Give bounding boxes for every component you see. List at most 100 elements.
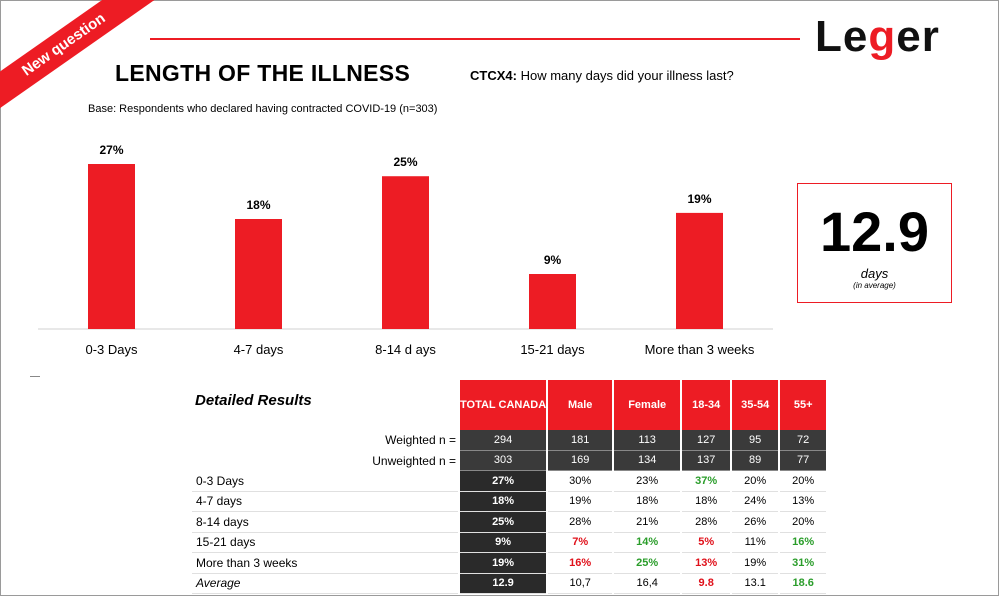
col-header: Female	[614, 380, 681, 430]
table-cell: 14%	[614, 533, 681, 553]
table-cell: 20%	[780, 471, 827, 492]
table-cell: 13.1	[732, 574, 779, 594]
divider-dash	[30, 376, 40, 377]
category-tick-label: More than 3 weeks	[645, 342, 755, 357]
results-body: Weighted n = 294 181 113 127 95 72 Unweighted n…	[192, 430, 827, 594]
header-line	[150, 38, 800, 40]
page-title: LENGTH OF THE ILLNESS	[115, 60, 411, 86]
n-cell: 127	[682, 430, 731, 451]
table-cell: 31%	[780, 553, 827, 574]
table-cell: 18%	[682, 492, 731, 512]
table-cell: 9.8	[682, 574, 731, 594]
n-cell: 181	[548, 430, 613, 451]
table-cell: 19%	[548, 492, 613, 512]
n-cell: 72	[780, 430, 827, 451]
table-cell: 16,4	[614, 574, 681, 594]
table-cell: 28%	[682, 512, 731, 533]
bar	[382, 176, 429, 329]
average-value: 12.9	[820, 200, 929, 263]
question-text: How many days did your illness last?	[520, 68, 734, 83]
bar	[676, 212, 723, 329]
average-note: (in average)	[853, 281, 896, 290]
table-cell: 5%	[682, 533, 731, 553]
table-cell: 16%	[548, 553, 613, 574]
bar-value-label: 25%	[393, 155, 417, 169]
results-table: TOTAL CANADA Male Female 18-34 35-54 55+…	[190, 380, 828, 594]
row-label: More than 3 weeks	[192, 553, 458, 574]
table-cell: 27%	[460, 471, 547, 492]
table-cell: 21%	[614, 512, 681, 533]
col-header: 35-54	[732, 380, 779, 430]
n-row: Weighted n = 294 181 113 127 95 72	[192, 430, 827, 451]
table-cell: 23%	[614, 471, 681, 492]
col-header: TOTAL CANADA	[460, 380, 547, 430]
detailed-results-title: Detailed Results	[195, 392, 312, 409]
table-header-row: TOTAL CANADA Male Female 18-34 35-54 55+	[192, 380, 827, 430]
table-row: Average 12.9 10,7 16,4 9.8 13.1 18.6	[192, 573, 827, 594]
n-cell: 113	[614, 430, 681, 451]
bar-chart: 27% 0-3 Days 18% 4-7 days 25% 8-14 d ays 9% 15-…	[38, 143, 773, 357]
n-row: Unweighted n = 303 169 134 137 89 77	[192, 450, 827, 471]
question: CTCX4: How many days did your illness la…	[470, 68, 734, 83]
row-label: Average	[192, 574, 458, 594]
category-tick-label: 8-14 d ays	[375, 342, 436, 357]
table-cell: 20%	[780, 512, 827, 533]
category-tick-label: 4-7 days	[234, 342, 284, 357]
n-row-label: Weighted n =	[385, 433, 456, 448]
category-tick-label: 15-21 days	[520, 342, 585, 357]
n-cell: 134	[614, 450, 681, 471]
bar	[235, 219, 282, 329]
table-cell: 7%	[548, 533, 613, 553]
base-note: Base: Respondents who declared having co…	[88, 103, 438, 115]
logo-part-2: er	[896, 12, 940, 61]
table-cell: 19%	[732, 553, 779, 574]
table-cell: 18%	[460, 491, 547, 512]
row-label: 0-3 Days	[192, 471, 458, 492]
n-row-label: Unweighted n =	[372, 453, 456, 468]
bar-value-label: 9%	[544, 253, 562, 267]
n-cell: 169	[548, 450, 613, 471]
table-cell: 18%	[614, 492, 681, 512]
n-cell: 303	[460, 450, 547, 471]
table-cell: 11%	[732, 533, 779, 553]
table-cell: 37%	[682, 471, 731, 492]
table-cell: 24%	[732, 492, 779, 512]
table-cell: 16%	[780, 533, 827, 553]
table-cell: 9%	[460, 532, 547, 553]
bar	[88, 164, 135, 329]
table-cell: 13%	[780, 492, 827, 512]
col-header: 55+	[780, 380, 827, 430]
n-cell: 77	[780, 450, 827, 471]
n-cell: 89	[732, 450, 779, 471]
row-label: 8-14 days	[192, 512, 458, 533]
question-code: CTCX4:	[470, 68, 517, 83]
category-tick-label: 0-3 Days	[85, 342, 138, 357]
table-cell: 25%	[614, 553, 681, 574]
bar	[529, 274, 576, 329]
average-unit: days	[860, 266, 889, 281]
table-cell: 18.6	[780, 574, 827, 594]
table-row: 0-3 Days 27% 30% 23% 37% 20% 20%	[192, 471, 827, 492]
average-box: 12.9 days (in average)	[797, 183, 952, 303]
bar-value-label: 18%	[246, 198, 270, 212]
table-cell: 10,7	[548, 574, 613, 594]
logo-part-1: Le	[815, 12, 869, 61]
col-header: 18-34	[682, 380, 731, 430]
table-cell: 20%	[732, 471, 779, 492]
table-cell: 19%	[460, 553, 547, 574]
table-row: 4-7 days 18% 19% 18% 18% 24% 13%	[192, 491, 827, 512]
n-cell: 95	[732, 430, 779, 451]
col-header: Male	[548, 380, 613, 430]
leger-logo: Leger	[815, 12, 940, 62]
logo-part-g: g	[868, 12, 897, 61]
table-row: 15-21 days 9% 7% 14% 5% 11% 16%	[192, 532, 827, 553]
table-row: More than 3 weeks 19% 16% 25% 13% 19% 31%	[192, 553, 827, 574]
table-cell: 13%	[682, 553, 731, 574]
header-spacer	[192, 380, 458, 430]
bar-value-label: 27%	[99, 143, 123, 157]
row-label: 4-7 days	[192, 492, 458, 512]
table-cell: 25%	[460, 512, 547, 533]
n-cell: 137	[682, 450, 731, 471]
table-cell: 26%	[732, 512, 779, 533]
row-label: 15-21 days	[192, 533, 458, 553]
